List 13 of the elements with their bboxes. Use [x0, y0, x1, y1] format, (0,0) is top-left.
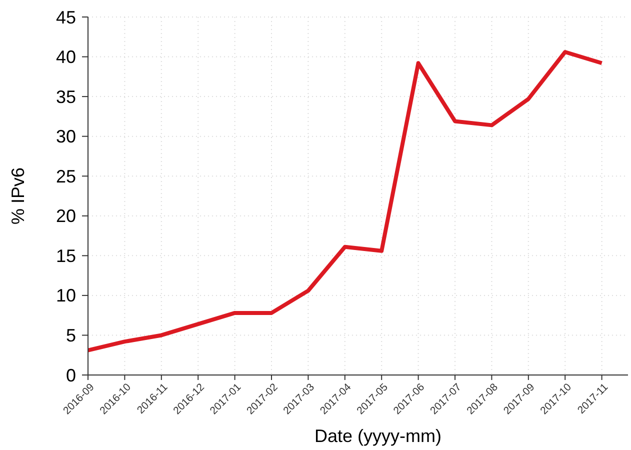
y-tick-label: 10 [56, 286, 76, 306]
x-axis-title: Date (yyyy-mm) [314, 426, 442, 446]
y-tick-label: 40 [56, 47, 76, 68]
y-axis-title: % IPv6 [8, 167, 28, 225]
y-tick-label: 0 [66, 365, 76, 386]
y-tick-label: 45 [56, 7, 76, 28]
y-tick-label: 20 [56, 206, 76, 226]
line-series [86, 50, 604, 352]
y-tick-label: 15 [56, 246, 76, 266]
y-tick-label: 30 [56, 126, 76, 147]
y-tick-label: 25 [56, 166, 76, 186]
y-tick-label: 5 [66, 326, 76, 346]
y-tick-label: 35 [56, 86, 76, 107]
